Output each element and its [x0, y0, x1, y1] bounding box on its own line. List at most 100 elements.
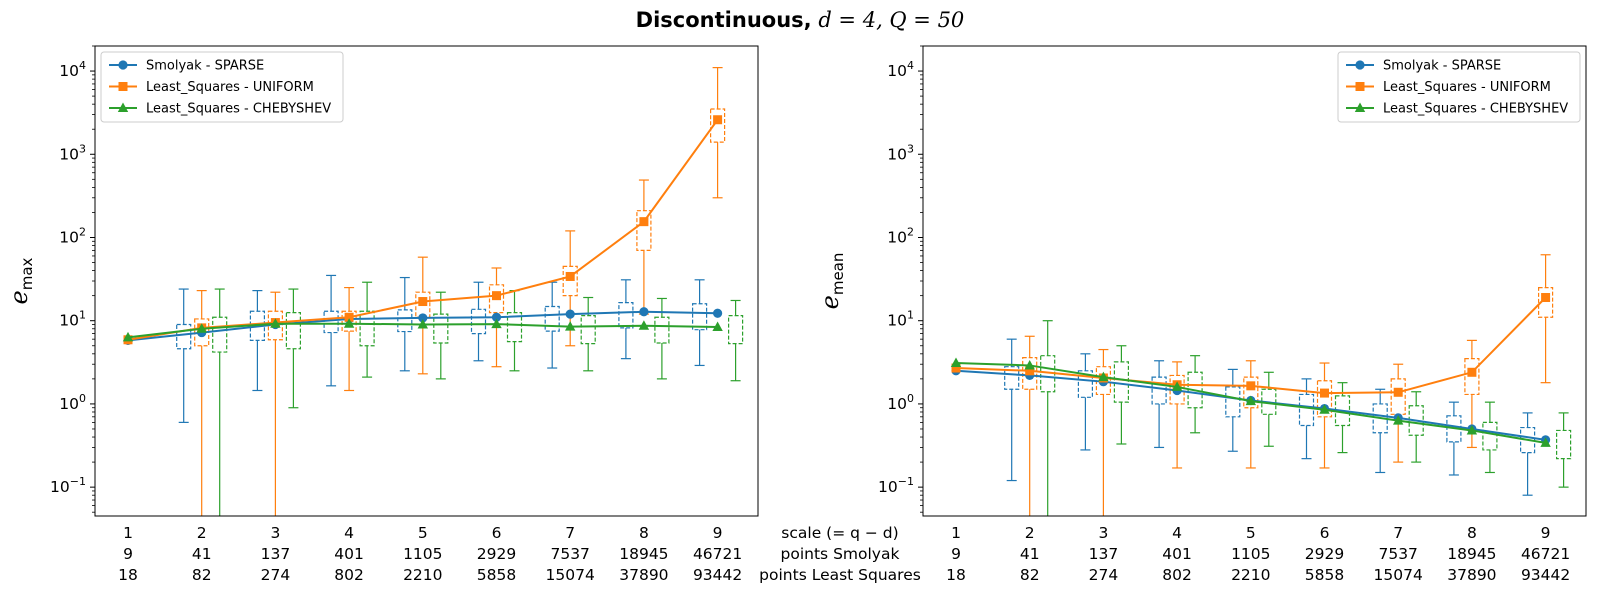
x-tick-smolyak: 401	[1162, 545, 1192, 563]
y-tick-label: 10−1	[50, 475, 86, 496]
data-point	[343, 318, 355, 328]
x-tick-smolyak: 137	[261, 545, 291, 563]
y-tick-label: 104	[59, 59, 86, 80]
y-tick-label: 100	[887, 392, 914, 413]
box-rect	[1298, 393, 1315, 427]
x-tick-scale: 4	[344, 524, 354, 542]
x-tick-scale: 7	[565, 524, 575, 542]
y-tick-label: 100	[59, 392, 86, 413]
x-tick-scale: 5	[418, 524, 428, 542]
x-tick-smolyak: 1105	[1231, 545, 1270, 563]
box-3-8	[1482, 401, 1498, 474]
x-tick-smolyak: 7537	[550, 545, 589, 563]
x-tick-scale: 1	[123, 524, 133, 542]
data-point	[1098, 371, 1109, 382]
box-1-8	[618, 279, 634, 360]
legend-label: Least_Squares - CHEBYSHEV	[1383, 102, 1568, 117]
data-point	[565, 271, 575, 281]
box-rect	[636, 210, 652, 251]
legend-entry-3: Least_Squares - CHEBYSHEV	[1346, 102, 1568, 117]
x-tick-scale: 6	[1320, 524, 1330, 542]
box-rect	[1482, 421, 1498, 451]
x-tick-scale: 9	[1541, 524, 1551, 542]
data-point	[638, 320, 650, 330]
x-tick-ls: 37890	[1447, 566, 1496, 584]
box-3-3	[285, 288, 301, 409]
box-rect	[1261, 388, 1277, 415]
box-1-9	[1519, 412, 1536, 496]
box-rect	[1555, 429, 1572, 460]
box-2-8	[636, 179, 652, 315]
series-line	[127, 119, 719, 341]
data-point	[196, 323, 207, 333]
box-1-2	[176, 288, 192, 423]
box-3-3	[1113, 345, 1130, 445]
box-3-8	[654, 297, 670, 380]
data-point	[1319, 404, 1330, 414]
data-point	[1024, 359, 1035, 370]
data-point	[951, 363, 961, 373]
box-2-7	[562, 230, 578, 347]
data-point	[418, 297, 428, 307]
data-point	[713, 115, 723, 125]
legend-label: Least_Squares - UNIFORM	[1383, 80, 1551, 95]
y-axis: 10−1 100 101 102 103 104	[50, 45, 95, 513]
box-3-9	[1555, 412, 1572, 488]
x-tick-scale: 2	[1025, 524, 1035, 542]
x-tick-ls: 18	[946, 566, 966, 584]
box-rect	[249, 310, 265, 341]
data-point	[418, 313, 428, 323]
legend-label: Smolyak - SPARSE	[146, 59, 264, 74]
x-tick-smolyak: 18945	[1447, 545, 1496, 563]
x-tick-scale: 1	[951, 524, 961, 542]
data-point	[565, 321, 576, 331]
y-tick-label: 101	[887, 309, 914, 330]
data-point	[270, 318, 281, 328]
data-point	[712, 321, 723, 332]
box-3-5	[433, 291, 449, 380]
series-line	[955, 296, 1547, 395]
box-rect	[618, 302, 634, 329]
box-rect	[267, 310, 283, 341]
x-tick-smolyak: 1105	[403, 545, 442, 563]
box-rect	[1022, 357, 1038, 390]
box-2-4	[1169, 361, 1185, 469]
x-tick-smolyak: 18945	[619, 545, 668, 563]
box-rect	[709, 108, 726, 143]
x-tick-ls: 18	[118, 566, 138, 584]
data-point	[491, 318, 502, 329]
box-rect	[691, 303, 708, 331]
box-rect	[415, 291, 431, 318]
x-tick-scale: 7	[1393, 524, 1403, 542]
box-1-3	[249, 290, 265, 392]
y-axis-label: emax	[5, 257, 36, 304]
legend-label: Least_Squares - UNIFORM	[146, 80, 314, 95]
chart-panel-2: 10−1 100 101 102 103 104 emean 1 2 3 4 5 6 7 8 9 9 41 137 4…	[816, 45, 1587, 584]
x-tick-ls: 93442	[693, 566, 742, 584]
plot-area	[122, 67, 744, 516]
x-tick-smolyak: 401	[334, 545, 364, 563]
legend-entry-2: Least_Squares - UNIFORM	[1346, 80, 1551, 95]
box-2-5	[1243, 360, 1259, 469]
x-tick-scale: 9	[713, 524, 723, 542]
box-rect	[654, 316, 670, 344]
x-tick-smolyak: 9	[951, 545, 961, 563]
x-tick-scale: 3	[1098, 524, 1108, 542]
series-3	[122, 318, 723, 342]
x-tick-ls: 15074	[546, 566, 595, 584]
x-tick-ls: 82	[192, 566, 212, 584]
row-labels: scale (= q − d) points Smolyak points Leas…	[759, 524, 921, 584]
x-tick-scale: 3	[270, 524, 280, 542]
data-point	[713, 308, 723, 318]
y-tick-label: 101	[59, 309, 86, 330]
row-label-scale: scale (= q − d)	[781, 524, 898, 542]
box-rect	[1113, 361, 1130, 403]
data-point	[1393, 415, 1404, 425]
legend-marker	[1355, 82, 1365, 91]
figure-title-params: d = 4, Q = 50	[818, 8, 965, 32]
x-tick-scale: 8	[639, 524, 649, 542]
box-2-4	[341, 286, 357, 392]
x-tick-smolyak: 2929	[477, 545, 516, 563]
y-tick-label: 10−1	[878, 475, 914, 496]
